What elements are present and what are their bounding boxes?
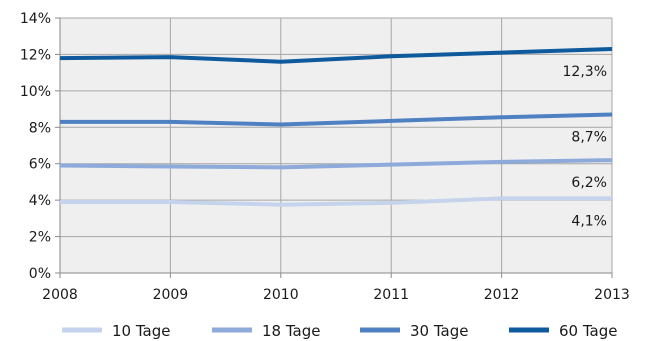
end-label-60-tage: 12,3% [563, 64, 607, 80]
series-line-18-tage [59, 158, 613, 170]
y-tick-label: 2% [29, 230, 51, 246]
end-label-30-tage: 8,7% [571, 130, 607, 146]
y-axis: 0% 2% 4% 6% 8% 10% 12% 14% [20, 11, 61, 282]
x-tick-label: 2013 [594, 287, 630, 303]
series-line-30-tage [60, 112, 613, 127]
series-line-10-tage [60, 196, 612, 207]
y-tick-label: 12% [20, 47, 51, 63]
y-tick-label: 8% [29, 120, 51, 136]
x-tick-label: 2011 [373, 287, 409, 303]
x-axis: 2008 2009 2010 2011 2012 2013 [42, 272, 630, 303]
end-labels: 4,1% 6,2% 8,7% 12,3% [563, 64, 607, 229]
legend: 10 Tage 18 Tage 30 Tage 60 Tage [62, 322, 617, 340]
x-tick-label: 2009 [153, 287, 189, 303]
x-tick-label: 2012 [484, 287, 520, 303]
x-tick-label: 2010 [263, 287, 299, 303]
x-tick-label: 2008 [42, 287, 78, 303]
legend-label-10-tage: 10 Tage [112, 322, 170, 340]
end-label-10-tage: 4,1% [571, 213, 607, 229]
y-tick-label: 6% [29, 157, 51, 173]
legend-label-30-tage: 30 Tage [410, 322, 468, 340]
series-lines [59, 46, 613, 207]
end-label-18-tage: 6,2% [571, 175, 607, 191]
legend-label-18-tage: 18 Tage [262, 322, 320, 340]
y-tick-label: 10% [20, 84, 51, 100]
y-tick-label: 4% [29, 193, 51, 209]
series-line-60-tage [59, 46, 613, 64]
y-tick-label: 0% [29, 266, 51, 282]
legend-label-60-tage: 60 Tage [559, 322, 617, 340]
y-tick-label: 14% [20, 11, 51, 27]
